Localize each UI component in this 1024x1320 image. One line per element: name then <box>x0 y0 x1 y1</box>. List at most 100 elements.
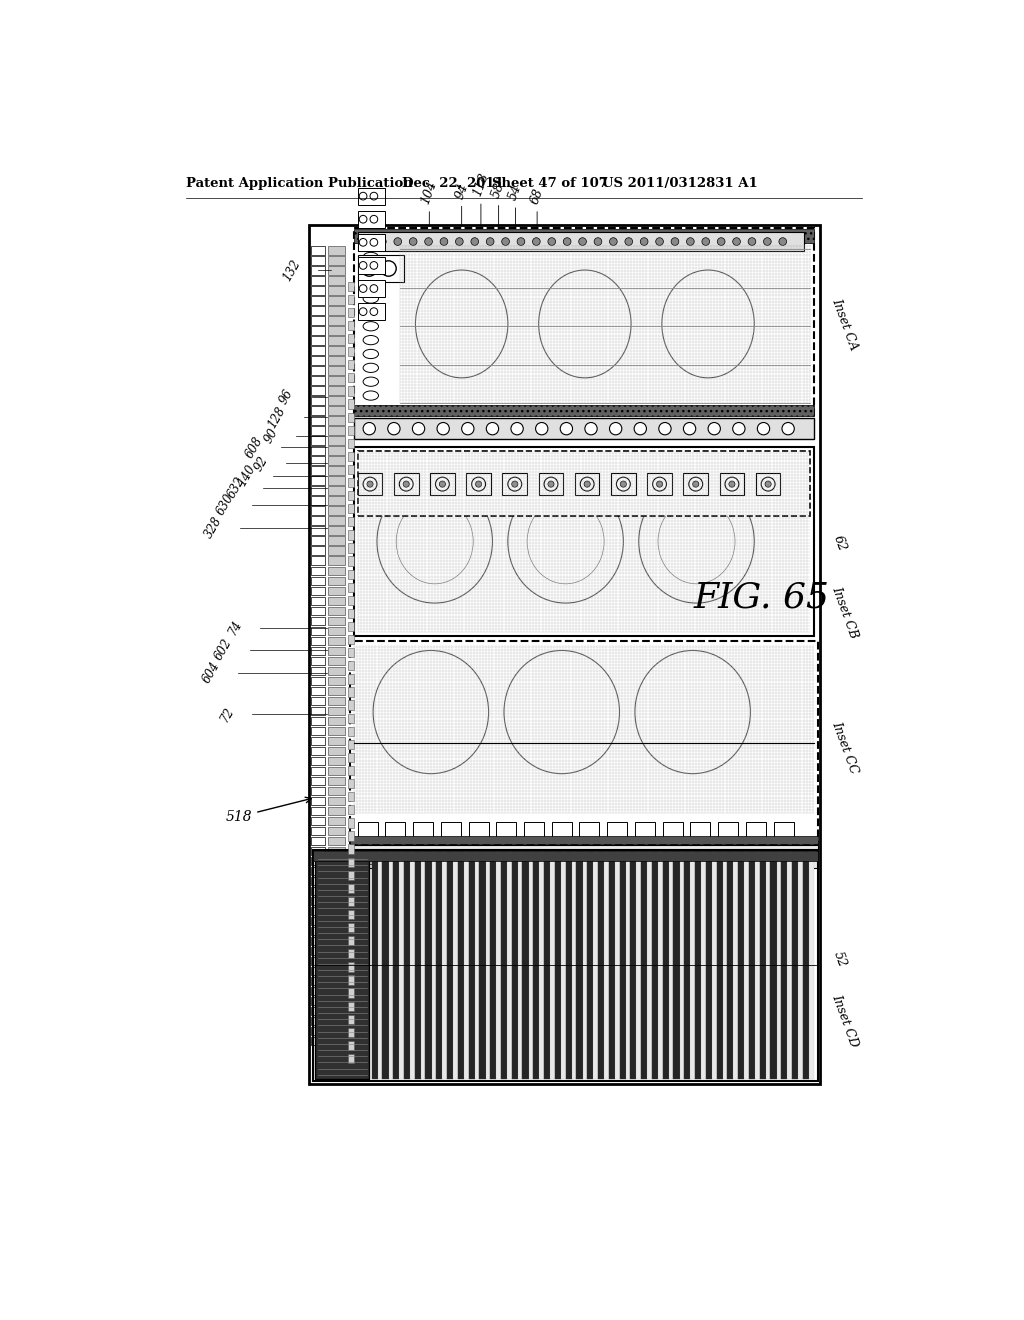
Bar <box>683 474 708 495</box>
Bar <box>328 857 345 866</box>
Bar <box>803 853 809 1078</box>
Bar <box>310 667 325 675</box>
Bar <box>328 787 345 795</box>
Bar <box>310 887 325 895</box>
Circle shape <box>471 238 478 246</box>
Circle shape <box>563 238 571 246</box>
Bar <box>310 267 325 275</box>
Circle shape <box>729 480 735 487</box>
Bar <box>310 1007 325 1015</box>
Bar <box>348 334 354 343</box>
Bar <box>518 853 522 1078</box>
Bar <box>403 853 410 1078</box>
Bar <box>310 577 325 585</box>
Bar <box>348 701 354 710</box>
Bar <box>388 853 393 1078</box>
Bar <box>348 936 354 945</box>
Circle shape <box>560 422 572 434</box>
Bar <box>328 1038 345 1045</box>
Bar <box>663 822 683 838</box>
Bar <box>348 675 354 684</box>
Bar <box>706 853 712 1078</box>
Bar <box>328 957 345 965</box>
Bar <box>328 937 345 945</box>
Bar <box>313 850 818 1081</box>
Circle shape <box>658 422 671 434</box>
Circle shape <box>585 422 597 434</box>
Bar <box>348 609 354 618</box>
Bar <box>310 697 325 705</box>
Circle shape <box>548 480 554 487</box>
Bar <box>328 737 345 744</box>
Bar <box>781 853 787 1078</box>
Bar <box>328 767 345 775</box>
Bar <box>328 346 345 355</box>
Bar <box>571 853 577 1078</box>
Bar <box>310 896 325 906</box>
Circle shape <box>764 238 771 246</box>
Bar <box>348 622 354 631</box>
Bar <box>328 847 345 855</box>
Bar <box>328 1016 345 1026</box>
Text: 604: 604 <box>201 660 223 686</box>
Bar <box>696 853 717 865</box>
Circle shape <box>439 480 445 487</box>
Bar <box>770 853 776 1078</box>
Bar <box>310 566 325 576</box>
Bar <box>328 966 345 975</box>
Bar <box>583 853 587 1078</box>
Bar <box>512 853 531 865</box>
Bar <box>328 697 345 705</box>
Bar <box>310 557 325 565</box>
Bar <box>354 447 814 636</box>
Text: Sheet 47 of 107: Sheet 47 of 107 <box>493 177 608 190</box>
Bar <box>310 457 325 465</box>
Bar <box>723 853 727 1078</box>
Bar <box>310 946 325 956</box>
Bar <box>310 276 325 285</box>
Bar <box>776 853 781 1078</box>
Bar <box>328 807 345 816</box>
Bar <box>348 975 354 985</box>
Bar <box>773 822 794 838</box>
Bar <box>458 853 464 1078</box>
Bar <box>357 822 378 838</box>
Bar <box>310 787 325 795</box>
Bar <box>348 347 354 356</box>
Bar <box>348 845 354 854</box>
Bar <box>690 822 711 838</box>
Bar <box>310 326 325 335</box>
Bar <box>490 853 497 1078</box>
Text: US 2011/0312831 A1: US 2011/0312831 A1 <box>602 177 758 190</box>
Circle shape <box>621 480 627 487</box>
Bar <box>328 516 345 525</box>
Text: Inset CA: Inset CA <box>829 296 860 351</box>
Bar <box>497 822 516 838</box>
Bar <box>378 853 382 1078</box>
Bar <box>328 446 345 455</box>
Bar <box>310 487 325 495</box>
Bar <box>357 853 378 865</box>
Circle shape <box>625 238 633 246</box>
Bar <box>328 296 345 305</box>
Bar <box>328 756 345 766</box>
Bar <box>680 853 684 1078</box>
Bar <box>328 367 345 375</box>
Text: 94: 94 <box>453 181 470 227</box>
Bar <box>328 416 345 425</box>
Text: 74: 74 <box>225 618 245 638</box>
Circle shape <box>425 238 432 246</box>
Bar <box>637 853 641 1078</box>
Circle shape <box>782 422 795 434</box>
Bar <box>310 1027 325 1035</box>
Bar <box>385 822 406 838</box>
Bar <box>350 642 818 843</box>
Bar <box>382 853 388 1078</box>
Bar <box>315 853 370 1078</box>
Bar <box>328 246 345 255</box>
Bar <box>310 627 325 635</box>
Bar <box>310 546 325 554</box>
Bar <box>309 226 820 1084</box>
Text: Inset CB: Inset CB <box>829 585 860 640</box>
Bar <box>760 853 766 1078</box>
